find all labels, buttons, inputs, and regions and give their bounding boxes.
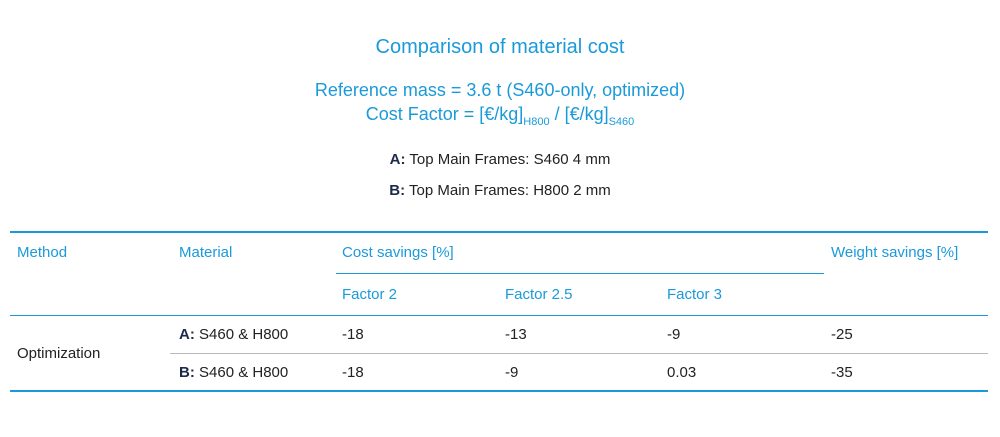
header-weight-savings: Weight savings [%]	[831, 244, 959, 261]
header-factor-2: Factor 2	[342, 286, 398, 303]
row-b-factor-2: -18	[342, 364, 364, 381]
cost-factor-line: Cost Factor = [€/kg]H800 / [€/kg]S460	[0, 103, 1000, 128]
row-a-factor-2-5: -13	[505, 326, 527, 343]
cost-savings-underline	[336, 273, 824, 274]
reference-mass-line: Reference mass = 3.6 t (S460-only, optim…	[314, 80, 686, 100]
row-a-weight: -25	[831, 326, 853, 343]
legend-item-b: B: Top Main Frames: H800 2 mm	[0, 182, 1000, 199]
row-a-factor-2: -18	[342, 326, 364, 343]
header-method: Method	[17, 244, 68, 261]
header-cost-savings: Cost savings [%]	[342, 244, 454, 261]
header-factor-3: Factor 3	[667, 286, 723, 303]
header-factor-2-5: Factor 2.5	[505, 286, 573, 303]
table-top-border	[10, 231, 988, 233]
row-a-factor-3: -9	[667, 326, 681, 343]
row-a-material: A: S460 & H800	[179, 326, 288, 343]
row-b-factor-3: 0.03	[667, 364, 697, 381]
row-b-key: B:	[179, 364, 195, 381]
row-a-material-text: S460 & H800	[199, 326, 289, 343]
row-divider	[170, 353, 988, 354]
header-material: Material	[179, 244, 233, 261]
legend-item-a: A: Top Main Frames: S460 4 mm	[0, 151, 1000, 168]
row-a-key: A:	[179, 326, 195, 343]
row-b-factor-2-5: -9	[505, 364, 519, 381]
row-b-material: B: S460 & H800	[179, 364, 288, 381]
cost-factor-sub-s460: S460	[608, 116, 635, 128]
legend-key-a: A:	[389, 151, 406, 168]
cost-factor-prefix: Cost Factor = [€/kg]	[365, 104, 524, 124]
cost-factor-mid: / [€/kg]	[549, 104, 609, 124]
row-b-weight: -35	[831, 364, 853, 381]
method-optimization: Optimization	[17, 345, 101, 362]
legend-text-a: Top Main Frames: S460 4 mm	[409, 151, 611, 168]
row-b-material-text: S460 & H800	[199, 364, 289, 381]
cost-factor-sub-h800: H800	[523, 116, 550, 128]
table-bottom-border	[10, 390, 988, 392]
page-title: Comparison of material cost	[375, 36, 625, 58]
legend-key-b: B:	[389, 182, 406, 199]
header-bottom-border	[10, 315, 988, 316]
legend-text-b: Top Main Frames: H800 2 mm	[409, 182, 611, 199]
